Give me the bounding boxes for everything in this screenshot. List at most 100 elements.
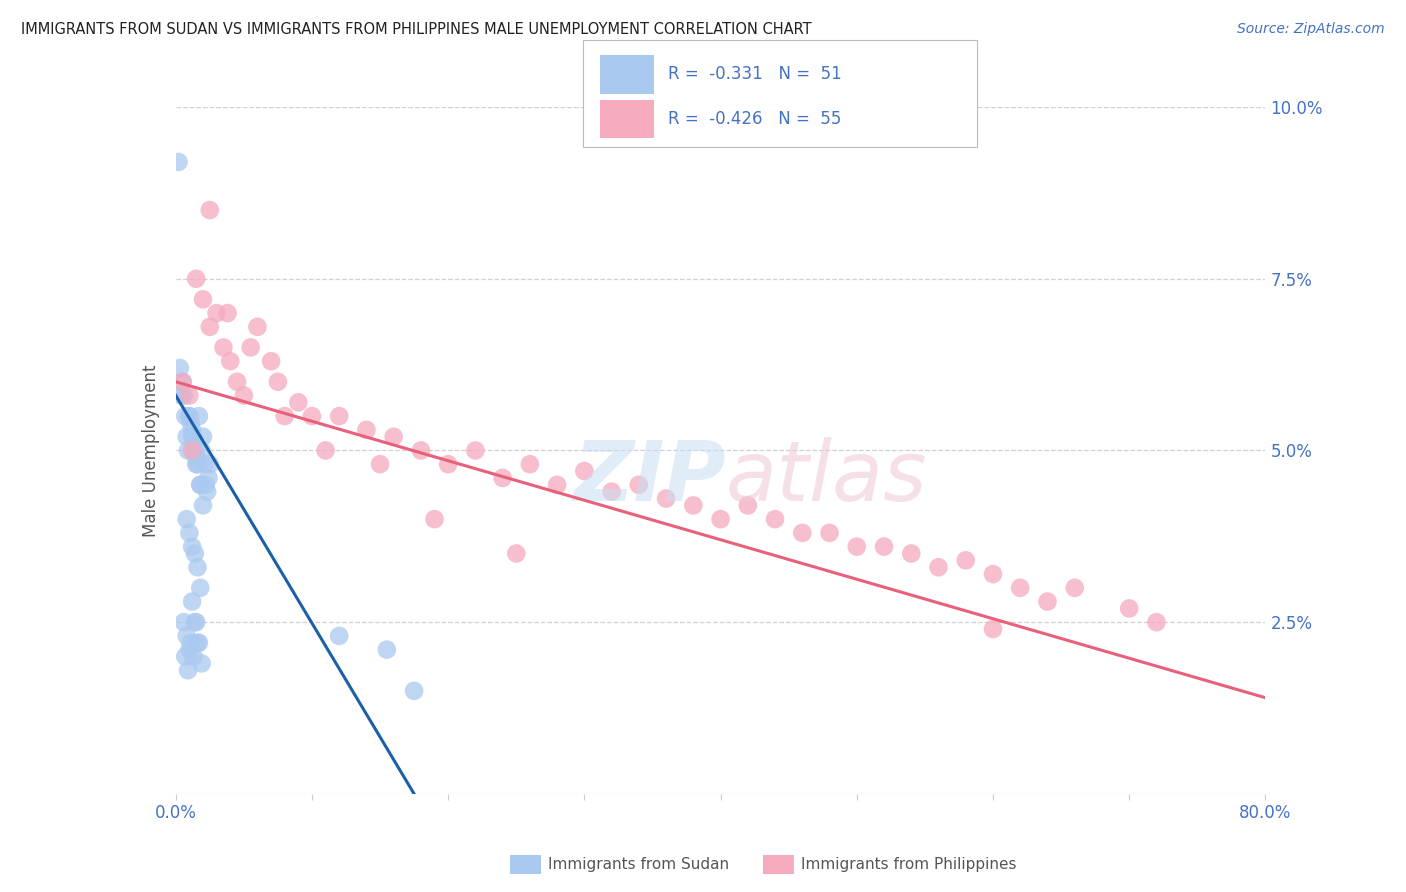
Point	[179, 525, 201, 540]
Point	[219, 354, 242, 368]
Point	[212, 340, 235, 354]
Point	[574, 464, 596, 478]
Point	[301, 409, 323, 423]
Point	[546, 478, 568, 492]
Point	[177, 443, 200, 458]
Point	[627, 478, 650, 492]
Point	[181, 594, 204, 608]
Point	[173, 615, 195, 630]
Point	[205, 306, 228, 320]
FancyBboxPatch shape	[583, 40, 977, 147]
Point	[167, 155, 190, 169]
Point	[198, 202, 221, 217]
Point	[1036, 594, 1059, 608]
Point	[409, 443, 432, 458]
Point	[763, 512, 786, 526]
Point	[464, 443, 486, 458]
Point	[169, 361, 191, 376]
Point	[186, 271, 208, 285]
Point	[1144, 615, 1167, 630]
Point	[181, 443, 204, 458]
Point	[191, 499, 214, 513]
Point	[492, 471, 515, 485]
Point	[287, 395, 309, 409]
Point	[183, 649, 205, 664]
Point	[519, 457, 541, 471]
Point	[170, 388, 193, 402]
Point	[184, 546, 207, 561]
Point	[186, 450, 208, 465]
Text: Immigrants from Philippines: Immigrants from Philippines	[801, 857, 1017, 871]
Point	[368, 457, 391, 471]
Point	[181, 540, 204, 554]
Point	[187, 409, 209, 423]
Point	[186, 636, 209, 650]
Point	[328, 409, 350, 423]
Point	[188, 581, 211, 595]
Point	[356, 423, 378, 437]
Point	[682, 499, 704, 513]
Point	[173, 388, 195, 402]
Point	[981, 567, 1004, 582]
Point	[792, 525, 814, 540]
Point	[184, 443, 207, 458]
Point	[198, 457, 221, 471]
Point	[239, 340, 262, 354]
Point	[274, 409, 297, 423]
Text: Immigrants from Sudan: Immigrants from Sudan	[548, 857, 730, 871]
FancyBboxPatch shape	[763, 855, 794, 874]
Text: Source: ZipAtlas.com: Source: ZipAtlas.com	[1237, 22, 1385, 37]
FancyBboxPatch shape	[600, 55, 654, 94]
Point	[873, 540, 896, 554]
Point	[505, 546, 527, 561]
Point	[186, 560, 209, 574]
Point	[174, 409, 197, 423]
Point	[174, 649, 197, 664]
Point	[404, 683, 426, 698]
Text: R =  -0.331   N =  51: R = -0.331 N = 51	[668, 65, 842, 83]
Point	[246, 319, 269, 334]
Point	[179, 409, 201, 423]
Point	[188, 478, 211, 492]
Point	[190, 657, 212, 671]
Text: R =  -0.426   N =  55: R = -0.426 N = 55	[668, 110, 841, 128]
Point	[184, 615, 207, 630]
Point	[179, 409, 201, 423]
Point	[181, 423, 204, 437]
Point	[191, 293, 214, 307]
Point	[180, 416, 202, 430]
Point	[232, 388, 254, 402]
Point	[176, 629, 198, 643]
Point	[186, 615, 208, 630]
Point	[193, 457, 215, 471]
Point	[191, 430, 214, 444]
Point	[172, 375, 194, 389]
Point	[375, 642, 398, 657]
Point	[198, 319, 221, 334]
Point	[600, 484, 623, 499]
Point	[900, 546, 922, 561]
Point	[183, 430, 205, 444]
Text: atlas: atlas	[725, 437, 928, 518]
FancyBboxPatch shape	[600, 100, 654, 138]
Point	[181, 430, 204, 444]
Point	[928, 560, 950, 574]
Point	[180, 636, 202, 650]
Point	[197, 471, 219, 485]
Point	[955, 553, 977, 567]
Point	[217, 306, 239, 320]
Point	[437, 457, 460, 471]
Y-axis label: Male Unemployment: Male Unemployment	[142, 364, 160, 537]
FancyBboxPatch shape	[510, 855, 541, 874]
Point	[818, 525, 841, 540]
Point	[187, 636, 209, 650]
Point	[655, 491, 678, 506]
Point	[382, 430, 405, 444]
Point	[328, 629, 350, 643]
Point	[737, 499, 759, 513]
Point	[186, 457, 209, 471]
Point	[1010, 581, 1032, 595]
Point	[186, 457, 208, 471]
Point	[981, 622, 1004, 636]
Point	[226, 375, 249, 389]
